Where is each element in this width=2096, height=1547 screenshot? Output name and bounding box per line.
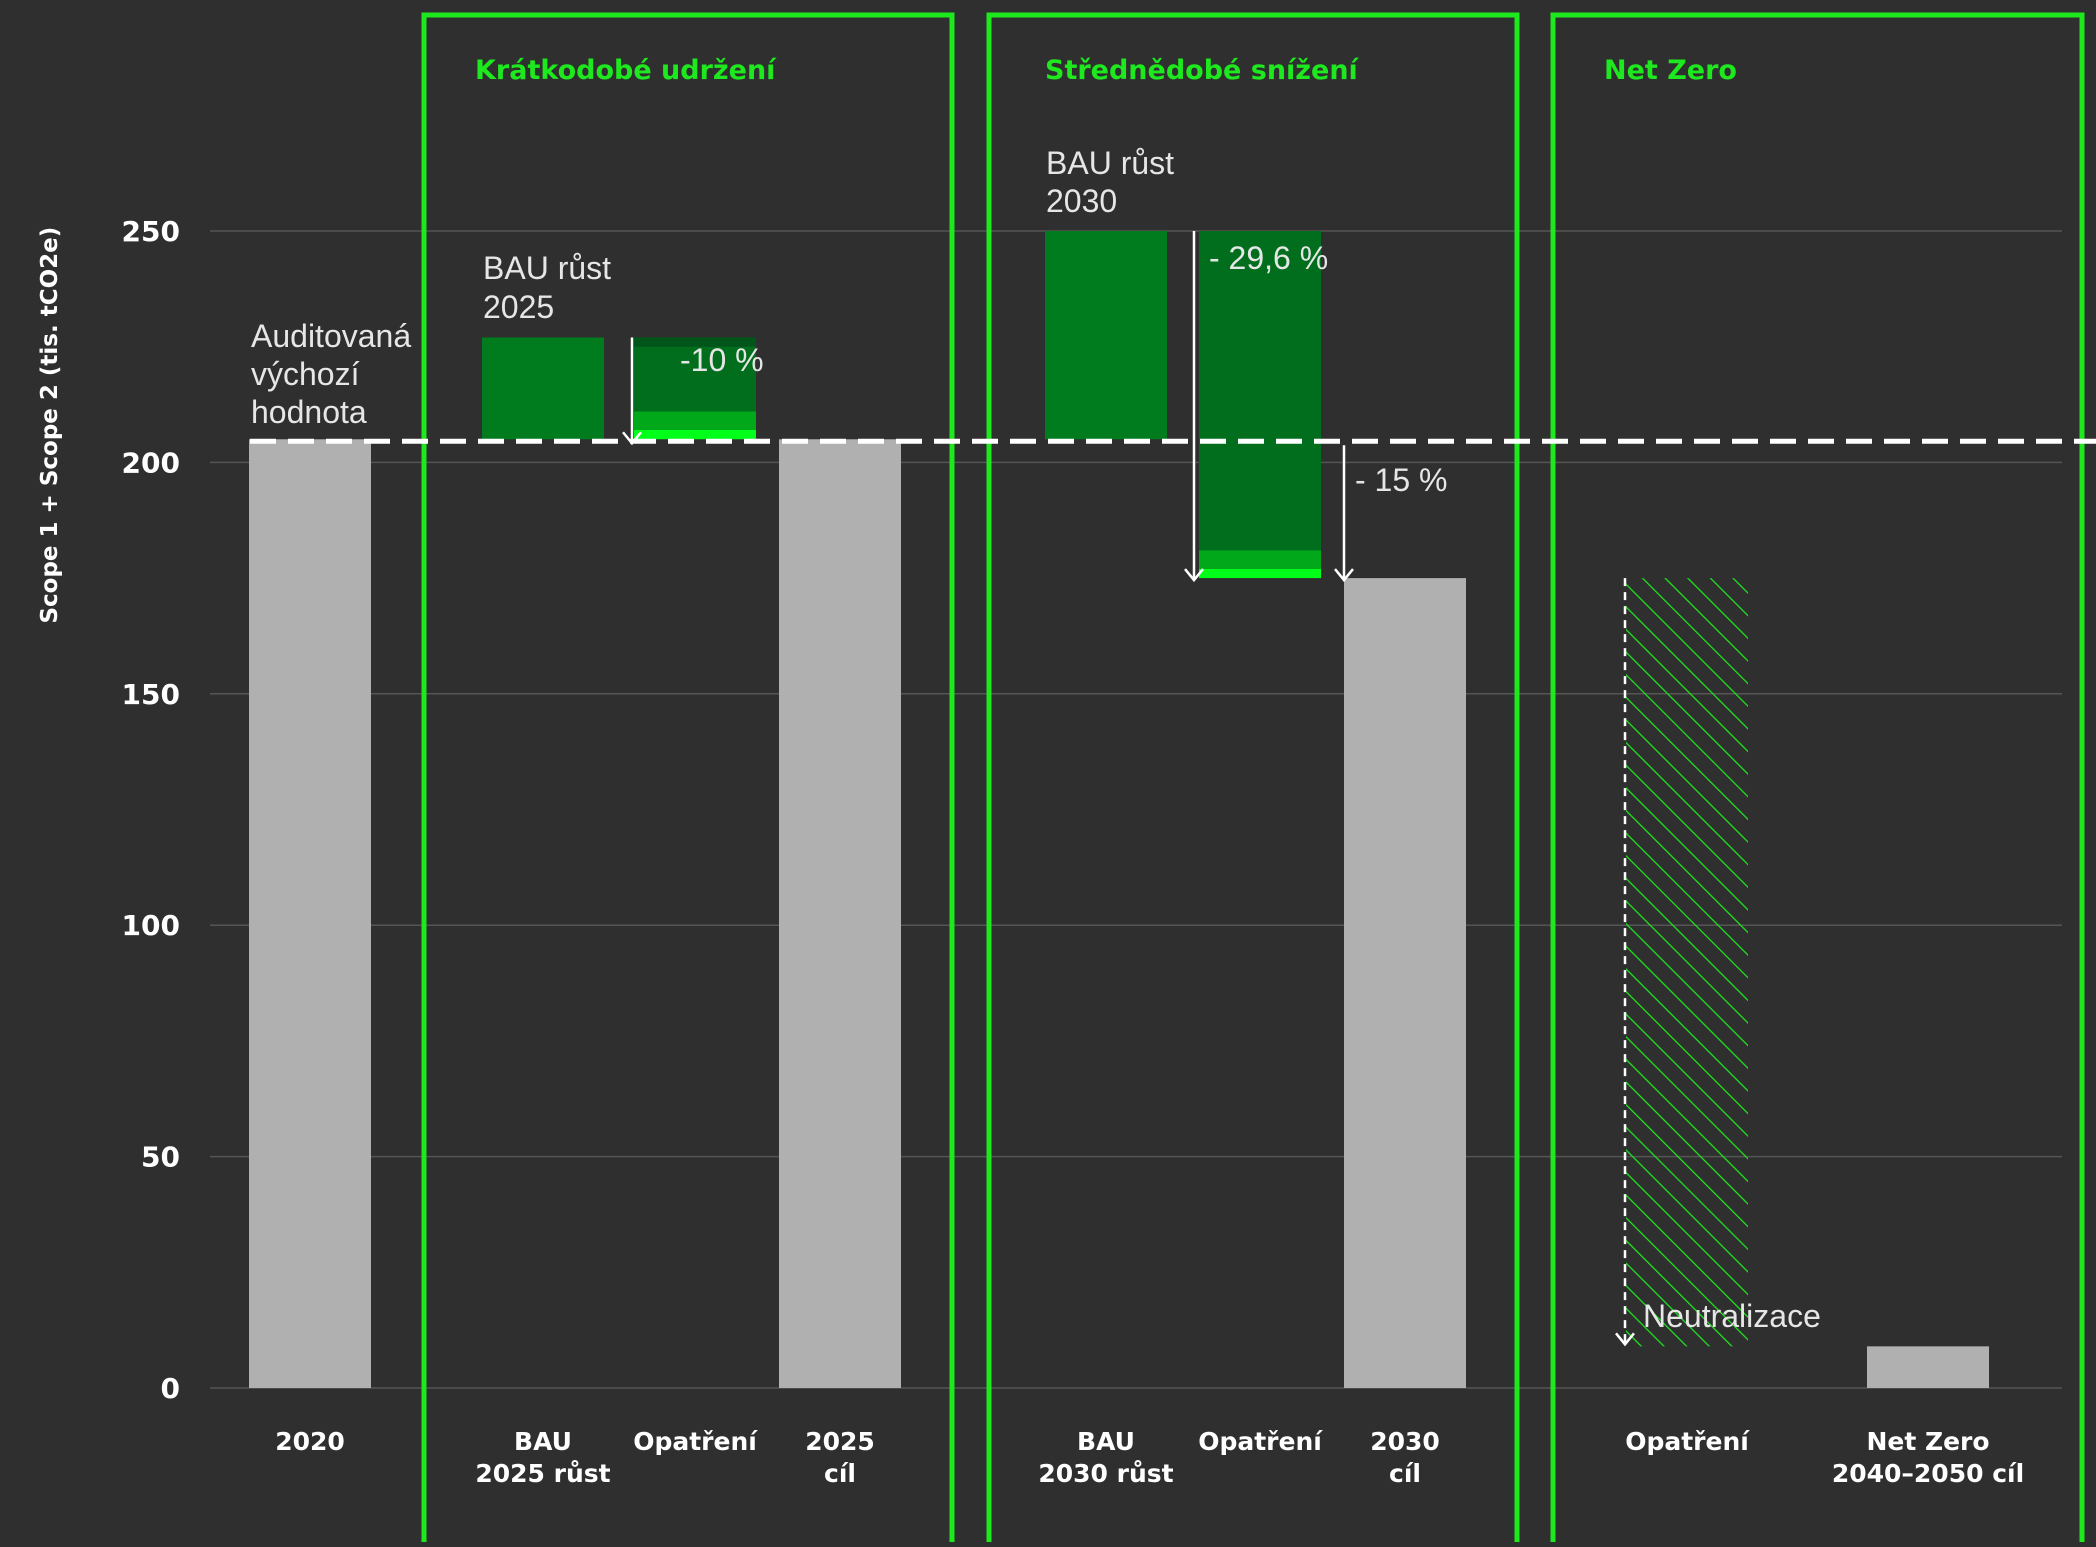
panel-title: Střednědobé snížení [1045, 55, 1360, 86]
x-tick-label-line: Net Zero [1866, 1427, 1989, 1456]
bar [779, 439, 901, 1388]
annotation-line: - 15 % [1355, 462, 1447, 498]
x-tick-label-line: Opatření [1198, 1427, 1323, 1456]
bar-segment [1199, 569, 1321, 578]
bar-hatched [1626, 578, 1748, 1346]
bar-segment [1199, 231, 1321, 550]
x-tick-label-line: cíl [824, 1459, 856, 1488]
x-tick-label: Opatření [633, 1427, 758, 1456]
x-tick-label-line: cíl [1389, 1459, 1421, 1488]
bar [1867, 1346, 1989, 1388]
annotation-line: BAU růst [1046, 145, 1174, 181]
x-tick-label: Opatření [1198, 1427, 1323, 1456]
x-tick-label: Opatření [1625, 1427, 1750, 1456]
x-tick-label: 2020 [275, 1427, 345, 1456]
y-tick-label: 250 [122, 215, 180, 248]
annotation-line: - 29,6 % [1209, 240, 1328, 276]
annotation: - 29,6 % [1209, 240, 1328, 276]
y-tick-label: 0 [161, 1372, 180, 1405]
panel-title: Net Zero [1604, 55, 1737, 86]
annotation: BAU růst 2030 [1046, 145, 1174, 219]
x-tick-label-line: 2030 růst [1038, 1459, 1173, 1488]
x-tick-label-line: 2030 [1370, 1427, 1440, 1456]
x-tick-label: BAU 2025 růst [475, 1427, 610, 1488]
bar-segment [1199, 550, 1321, 569]
annotation-line: 2030 [1046, 183, 1117, 219]
annotation: Auditovaná výchozí hodnota [251, 318, 411, 430]
x-tick-label-line: BAU [1077, 1427, 1135, 1456]
bar-segment [634, 430, 756, 439]
bar [1045, 231, 1167, 439]
x-tick-label-line: Opatření [633, 1427, 758, 1456]
panel-title: Krátkodobé udržení [475, 55, 777, 86]
x-tick-label: 2025 cíl [805, 1427, 875, 1488]
y-tick-label: 200 [122, 446, 180, 479]
x-tick-label: BAU 2030 růst [1038, 1427, 1173, 1488]
annotation-line: hodnota [251, 394, 367, 430]
annotation-line: -10 % [680, 342, 764, 378]
annotation-line: Auditovaná [251, 318, 411, 354]
y-tick-label: 100 [122, 909, 180, 942]
annotation: Neutralizace [1643, 1298, 1821, 1334]
y-tick-label: 150 [122, 678, 180, 711]
y-tick-label: 50 [141, 1141, 180, 1174]
x-tick-label-line: 2025 růst [475, 1459, 610, 1488]
x-tick-label-line: 2040–2050 cíl [1832, 1459, 2024, 1488]
annotation-line: 2025 [483, 289, 554, 325]
bar-layer [249, 231, 1989, 1388]
bar [482, 337, 604, 439]
annotation: BAU růst 2025 [483, 250, 611, 325]
annotation-line: Neutralizace [1643, 1298, 1821, 1334]
bar-segment [634, 411, 756, 430]
annotation-line: výchozí [251, 356, 360, 392]
x-tick-label: 2030 cíl [1370, 1427, 1440, 1488]
bar [1344, 578, 1466, 1388]
annotation-line: BAU růst [483, 250, 611, 286]
arrow-15 [1335, 445, 1353, 580]
x-tick-label-line: 2025 [805, 1427, 875, 1456]
annotation: -10 % [680, 342, 764, 378]
x-tick-label-line: 2020 [275, 1427, 345, 1456]
annotation: - 15 % [1355, 462, 1447, 498]
x-tick-label-line: BAU [514, 1427, 572, 1456]
y-axis-label: Scope 1 + Scope 2 (tis. tCO2e) [37, 227, 63, 624]
x-tick-label-line: Opatření [1625, 1427, 1750, 1456]
x-tick-label: Net Zero 2040–2050 cíl [1832, 1427, 2024, 1488]
bar [249, 439, 371, 1388]
